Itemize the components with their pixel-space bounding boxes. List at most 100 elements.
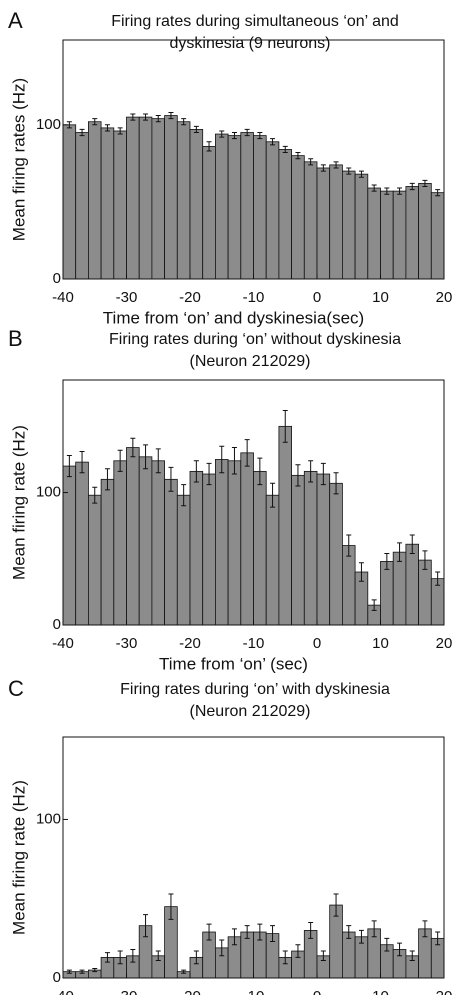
error-bar — [346, 925, 352, 939]
x-axis-label: Time from ‘on’ and dyskinesia(sec) — [103, 308, 364, 327]
error-bar — [92, 118, 98, 126]
chart-title: Firing rates during simultaneous ‘on’ an… — [111, 13, 399, 30]
error-bar — [193, 125, 199, 134]
bar — [138, 116, 153, 280]
error-bar — [333, 161, 339, 169]
bar — [88, 494, 102, 626]
y-tick-label: 0 — [53, 616, 61, 633]
error-bar — [244, 439, 250, 467]
error-bar — [320, 950, 326, 962]
error-bar — [308, 460, 314, 483]
y-tick-label: 100 — [36, 810, 61, 827]
error-bar — [206, 462, 212, 486]
error-bar — [181, 118, 187, 126]
y-tick-label: 100 — [36, 116, 61, 133]
error-bar — [295, 464, 301, 487]
bar — [253, 470, 267, 626]
x-tick-label: -10 — [243, 289, 265, 306]
bar — [138, 456, 153, 626]
bar — [265, 141, 280, 280]
error-bar — [104, 468, 110, 491]
error-bar — [231, 447, 237, 475]
bar — [113, 460, 127, 626]
error-bar — [193, 460, 199, 483]
error-bar — [92, 486, 98, 504]
bar — [341, 545, 356, 626]
chart-title: (Neuron 212029) — [190, 703, 311, 720]
bar — [126, 116, 140, 280]
bar — [62, 124, 77, 280]
error-bar — [333, 472, 339, 495]
error-bar — [270, 925, 276, 943]
bar — [164, 478, 178, 626]
x-tick-label: 0 — [313, 988, 321, 995]
bar — [240, 132, 254, 280]
chart-title: Firing rates during ‘on’ with dyskinesia — [120, 681, 390, 698]
error-bar — [104, 952, 110, 963]
bar — [291, 474, 305, 626]
x-tick-label: 20 — [436, 988, 453, 995]
error-bar — [206, 923, 212, 941]
error-bar — [295, 152, 301, 160]
error-bar — [397, 542, 403, 562]
y-axis-label: Mean firing rate (Hz) — [9, 780, 28, 935]
error-bar — [282, 950, 288, 965]
chart-title: (Neuron 212029) — [190, 353, 311, 370]
error-bar — [143, 914, 149, 938]
bar — [392, 190, 407, 280]
bar — [316, 473, 331, 626]
error-bar — [181, 969, 187, 974]
x-tick-label: 0 — [313, 289, 321, 306]
bar — [202, 145, 216, 280]
error-bar — [435, 571, 441, 586]
error-bar — [79, 451, 85, 474]
error-bar — [117, 449, 123, 472]
x-tick-label: -40 — [52, 635, 74, 652]
bar — [367, 187, 381, 280]
bar — [62, 465, 77, 626]
error-bar — [168, 466, 174, 492]
error-bar — [244, 925, 250, 939]
error-bar — [270, 138, 276, 146]
bar — [164, 115, 178, 280]
error-bar — [257, 923, 263, 941]
bar — [75, 461, 89, 626]
bar — [329, 482, 343, 626]
error-bar — [66, 454, 72, 478]
error-bar — [66, 969, 72, 974]
bar — [176, 121, 191, 280]
bar — [75, 132, 89, 280]
error-bar — [143, 113, 149, 121]
error-bar — [155, 115, 161, 123]
error-bar — [270, 482, 276, 508]
x-tick-label: -30 — [116, 635, 138, 652]
bar — [354, 173, 369, 280]
error-bar — [384, 552, 390, 570]
bar — [303, 161, 318, 280]
error-bar — [104, 124, 110, 132]
bar — [430, 192, 445, 280]
bar — [113, 130, 127, 280]
x-tick-label: -10 — [243, 988, 265, 995]
error-bar — [130, 113, 136, 121]
y-axis-label: Mean firing rates (Hz) — [9, 78, 28, 241]
error-bar — [397, 942, 403, 957]
panel-label: C — [8, 676, 24, 701]
error-bar — [371, 599, 377, 611]
bar — [278, 425, 292, 626]
error-bar — [79, 969, 85, 974]
x-tick-label: -40 — [52, 988, 74, 995]
bar — [240, 931, 254, 979]
bar — [227, 460, 242, 626]
error-bar — [358, 929, 364, 944]
panel-label: B — [8, 326, 23, 351]
error-bar — [295, 944, 301, 958]
y-axis-label: Mean firing rate (Hz) — [9, 425, 28, 580]
bar — [265, 494, 280, 626]
bar — [418, 182, 432, 280]
x-tick-label: 10 — [372, 988, 389, 995]
error-bar — [231, 928, 237, 946]
chart-title: dyskinesia (9 neurons) — [170, 35, 331, 52]
error-bar — [282, 145, 288, 154]
